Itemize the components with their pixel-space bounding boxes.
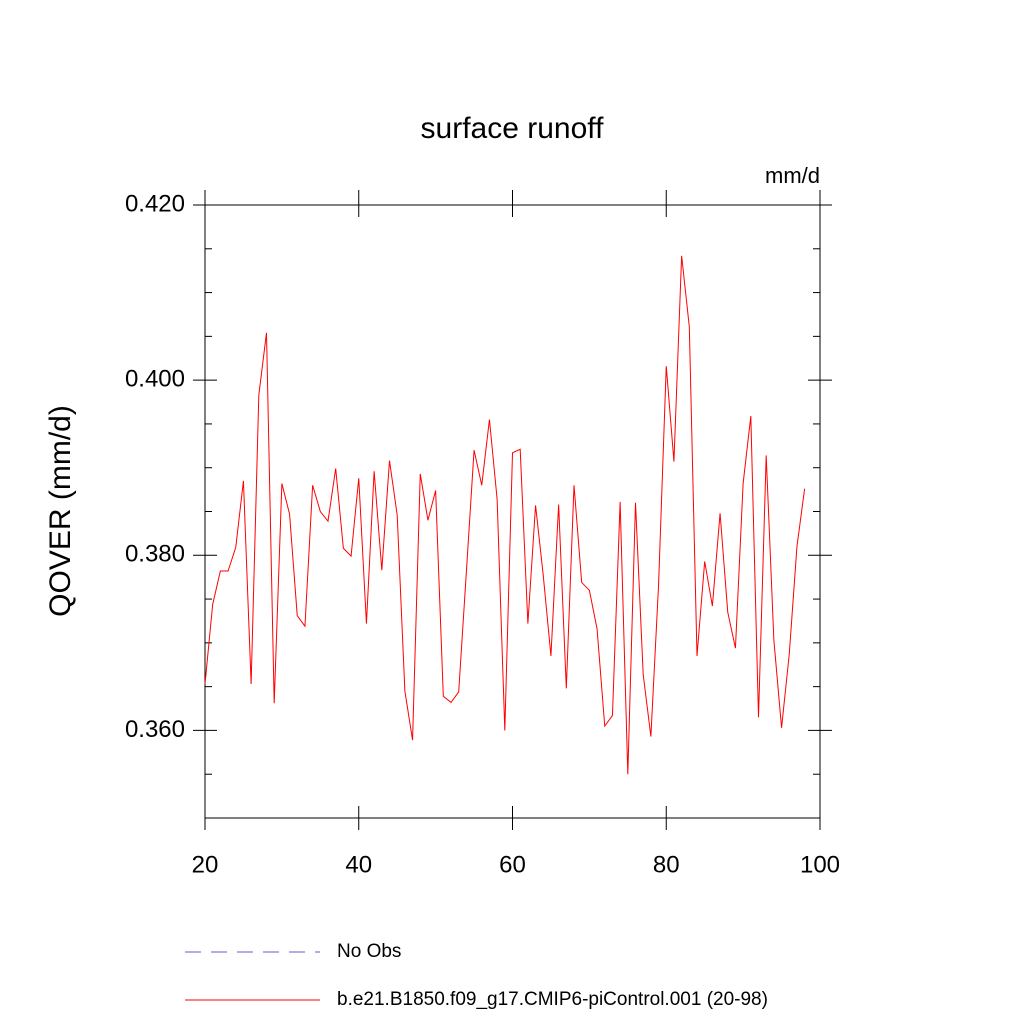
plot-frame: [204, 204, 821, 819]
chart-title: surface runoff: [421, 112, 605, 145]
y-axis-label: QOVER (mm/d): [44, 405, 77, 617]
legend-label: No Obs: [337, 941, 401, 962]
y-tick-label: 0.360: [125, 716, 185, 743]
y-tick-label: 0.380: [125, 541, 185, 568]
units-label: mm/d: [765, 163, 820, 188]
x-tick-label: 40: [345, 851, 372, 878]
x-tick-label: 100: [800, 851, 840, 878]
x-tick-label: 20: [192, 851, 219, 878]
data-line: [204, 255, 806, 775]
y-tick-label: 0.420: [125, 190, 185, 217]
legend-label: b.e21.B1850.f09_g17.CMIP6-piControl.001 …: [337, 989, 768, 1010]
y-tick-label: 0.400: [125, 365, 185, 392]
x-tick-label: 60: [499, 851, 526, 878]
x-tick-label: 80: [653, 851, 680, 878]
